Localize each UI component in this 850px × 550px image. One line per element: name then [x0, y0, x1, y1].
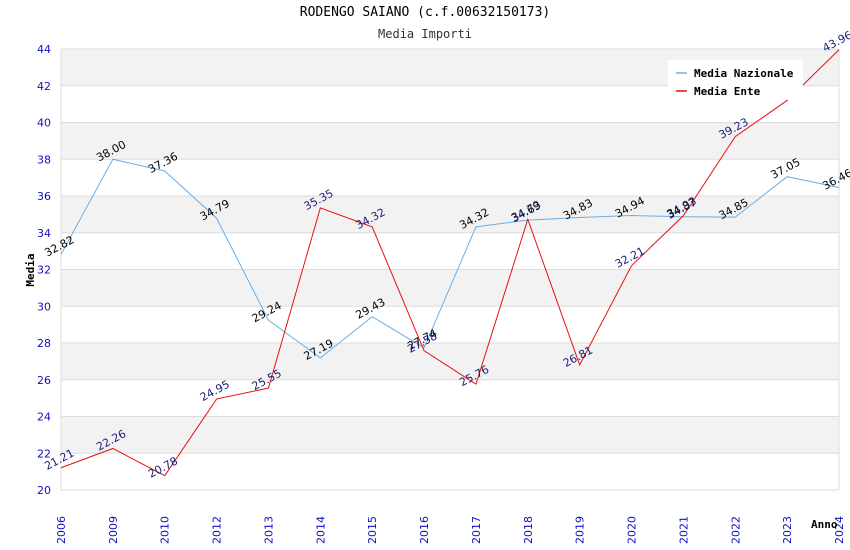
- y-tick-label: 20: [37, 484, 51, 497]
- legend-label: Media Ente: [694, 85, 761, 98]
- series-line: [60, 158, 840, 359]
- y-tick-label: 42: [37, 80, 51, 93]
- x-tick-label: 2013: [262, 516, 275, 544]
- x-tick-label: 2021: [677, 516, 690, 544]
- x-tick-label: 2019: [574, 516, 587, 544]
- grid-band: [61, 416, 839, 454]
- chart-subtitle: Media Importi: [378, 27, 472, 41]
- x-tick-label: 2022: [729, 516, 742, 544]
- x-tick-label: 2018: [522, 516, 535, 544]
- x-tick-label: 2006: [55, 516, 68, 544]
- grid-band: [61, 232, 839, 270]
- x-tick-label: 2009: [107, 516, 120, 544]
- x-tick-label: 2014: [314, 516, 327, 544]
- legend-box: [668, 60, 803, 100]
- x-tick-label: 2020: [626, 516, 639, 544]
- legend-label: Media Nazionale: [694, 67, 794, 80]
- y-tick-label: 26: [37, 374, 51, 387]
- y-tick-label: 30: [37, 300, 51, 313]
- y-axis-ticks: 20 22 24 26 28 30 32 34 36 38 40 42 44: [37, 43, 51, 497]
- y-tick-label: 24: [37, 411, 51, 424]
- y-axis-title: Media: [24, 253, 37, 286]
- x-tick-label: 2016: [418, 516, 431, 544]
- x-tick-label: 2012: [211, 516, 224, 544]
- legend: Media Nazionale Media Ente: [668, 60, 803, 100]
- x-axis-ticks: 2006 2009 2010 2012 2013 2014 2015 2016 2017 2018…: [55, 516, 846, 544]
- grid-band: [61, 122, 839, 160]
- x-tick-label: 2015: [366, 516, 379, 544]
- x-axis-title: Anno: [811, 518, 838, 531]
- y-tick-label: 38: [37, 153, 51, 166]
- y-tick-label: 40: [37, 117, 51, 130]
- y-tick-label: 36: [37, 190, 51, 203]
- x-tick-label: 2023: [781, 516, 794, 544]
- x-tick-label: 2017: [470, 516, 483, 544]
- grid-band: [61, 159, 839, 196]
- grid-band: [61, 453, 839, 490]
- x-tick-label: 2010: [159, 516, 172, 544]
- chart-title: RODENGO SAIANO (c.f.00632150173): [299, 5, 551, 20]
- y-tick-label: 44: [37, 43, 51, 56]
- grid-band: [61, 379, 839, 417]
- y-tick-label: 34: [37, 227, 51, 240]
- series-line: [60, 49, 840, 477]
- grid-band: [61, 343, 839, 380]
- grid-band: [61, 306, 839, 343]
- series-lines: [60, 49, 840, 477]
- y-tick-label: 28: [37, 337, 51, 350]
- gridlines: [60, 48, 840, 491]
- y-tick-label: 22: [37, 447, 51, 460]
- y-tick-label: 32: [37, 264, 51, 277]
- x-tick-label: 2024: [833, 516, 846, 544]
- grid-band: [61, 196, 839, 233]
